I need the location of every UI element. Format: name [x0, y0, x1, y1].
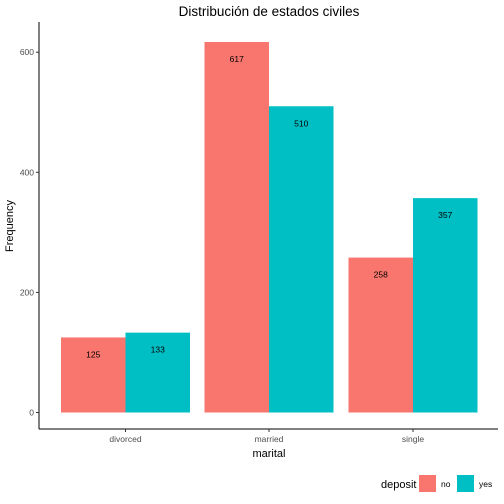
x-tick-label: single [402, 434, 424, 444]
bar-value-label: 510 [294, 118, 308, 128]
bar-value-label: 258 [374, 270, 388, 280]
bar-single-no [348, 257, 413, 413]
x-axis-title: marital [252, 448, 285, 460]
plot-area: 125 133 617 510 258 357 [61, 42, 478, 413]
bar-single-yes [413, 198, 478, 413]
bar-value-label: 133 [151, 345, 165, 355]
legend-title: deposit [381, 479, 416, 491]
y-tick-label: 0 [29, 408, 34, 418]
chart-title: Distribución de estados civiles [179, 4, 360, 19]
x-axis-ticks: divorced married single [109, 429, 424, 444]
y-tick-label: 200 [20, 287, 34, 297]
bar-value-label: 617 [230, 54, 244, 64]
legend-key-yes [457, 475, 474, 492]
x-tick-label: married [255, 434, 284, 444]
y-tick-label: 400 [20, 167, 34, 177]
bar-married-no [204, 42, 269, 413]
legend: deposit no yes [381, 475, 492, 492]
bar-divorced-yes [125, 332, 190, 413]
bar-divorced-no [61, 337, 126, 413]
x-tick-label: divorced [109, 434, 141, 444]
y-axis-title: Frequency [4, 200, 16, 252]
legend-key-no [419, 475, 436, 492]
legend-label-no: no [441, 479, 451, 489]
y-tick-label: 600 [20, 47, 34, 57]
y-axis-ticks: 0 200 400 600 [20, 47, 39, 418]
bar-married-yes [269, 106, 334, 413]
legend-label-yes: yes [479, 479, 492, 489]
bar-value-label: 125 [86, 349, 100, 359]
bar-value-label: 357 [438, 210, 452, 220]
